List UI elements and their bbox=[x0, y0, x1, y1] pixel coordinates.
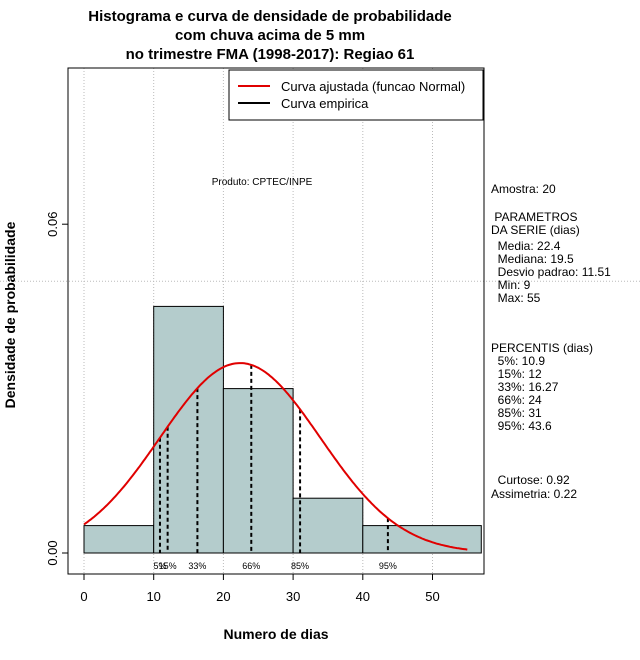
legend-box bbox=[228, 69, 484, 121]
chart-title-line-2: com chuva acima de 5 mm bbox=[174, 27, 366, 44]
percentile-label: 33% bbox=[188, 561, 206, 571]
axes-layer: 0 10 20 30 40 50 0.00 0.06 bbox=[45, 212, 440, 604]
percentile-label: 15% bbox=[159, 561, 177, 571]
percentile-label: 66% bbox=[242, 561, 260, 571]
y-axis-label: Densidade de probabilidade bbox=[2, 221, 18, 408]
parameters-title: PARAMETROS DA SERIE (dias) bbox=[491, 210, 580, 237]
percentile-label: 95% bbox=[379, 561, 397, 571]
y-tick-label: 0.00 bbox=[45, 540, 60, 565]
y-tick-label: 0.06 bbox=[45, 212, 60, 237]
legend-label-empirical: Curva empirica bbox=[281, 96, 369, 111]
x-tick-label: 10 bbox=[146, 589, 160, 604]
chart-title-line-3: no trimestre FMA (1998-2017): Regiao 61 bbox=[125, 46, 415, 63]
percentile-label: 85% bbox=[291, 561, 309, 571]
normal-fit-curve bbox=[83, 362, 468, 551]
histogram-bar bbox=[153, 305, 224, 554]
bars-layer bbox=[83, 305, 482, 554]
percentile-lines-layer: 5%15% 33% 66% 85% 95% bbox=[153, 364, 397, 571]
histogram-bar bbox=[83, 525, 155, 554]
curve-layer bbox=[83, 362, 468, 551]
x-axis-label: Numero de dias bbox=[223, 626, 328, 642]
skewness: Assimetria: 0.22 bbox=[491, 487, 578, 501]
x-tick-label: 20 bbox=[216, 589, 230, 604]
percentile-label: 5% bbox=[153, 561, 166, 571]
parameters-values: Media: 22.4 Mediana: 19.5 Desvio padrao:… bbox=[497, 239, 611, 305]
percentiles-title: PERCENTIS (dias) bbox=[491, 341, 594, 355]
x-tick-label: 40 bbox=[356, 589, 370, 604]
chart-title-line-1: Histograma e curva de densidade de proba… bbox=[88, 8, 452, 25]
histogram-bar bbox=[292, 497, 364, 554]
x-tick-label: 50 bbox=[425, 589, 439, 604]
legend: Curva ajustada (funcao Normal) Curva emp… bbox=[228, 69, 484, 121]
sample-size: Amostra: 20 bbox=[491, 182, 556, 196]
percentiles-values: 5%: 10.9 15%: 12 33%: 16.27 66%: 24 85%:… bbox=[497, 354, 559, 433]
x-tick-label: 0 bbox=[80, 589, 87, 604]
x-tick-label: 30 bbox=[286, 589, 300, 604]
histogram-bar bbox=[222, 388, 294, 554]
legend-label-fit: Curva ajustada (funcao Normal) bbox=[281, 79, 465, 94]
kurtosis: Curtose: 0.92 bbox=[491, 473, 570, 487]
product-annotation: Produto: CPTEC/INPE bbox=[212, 177, 313, 188]
